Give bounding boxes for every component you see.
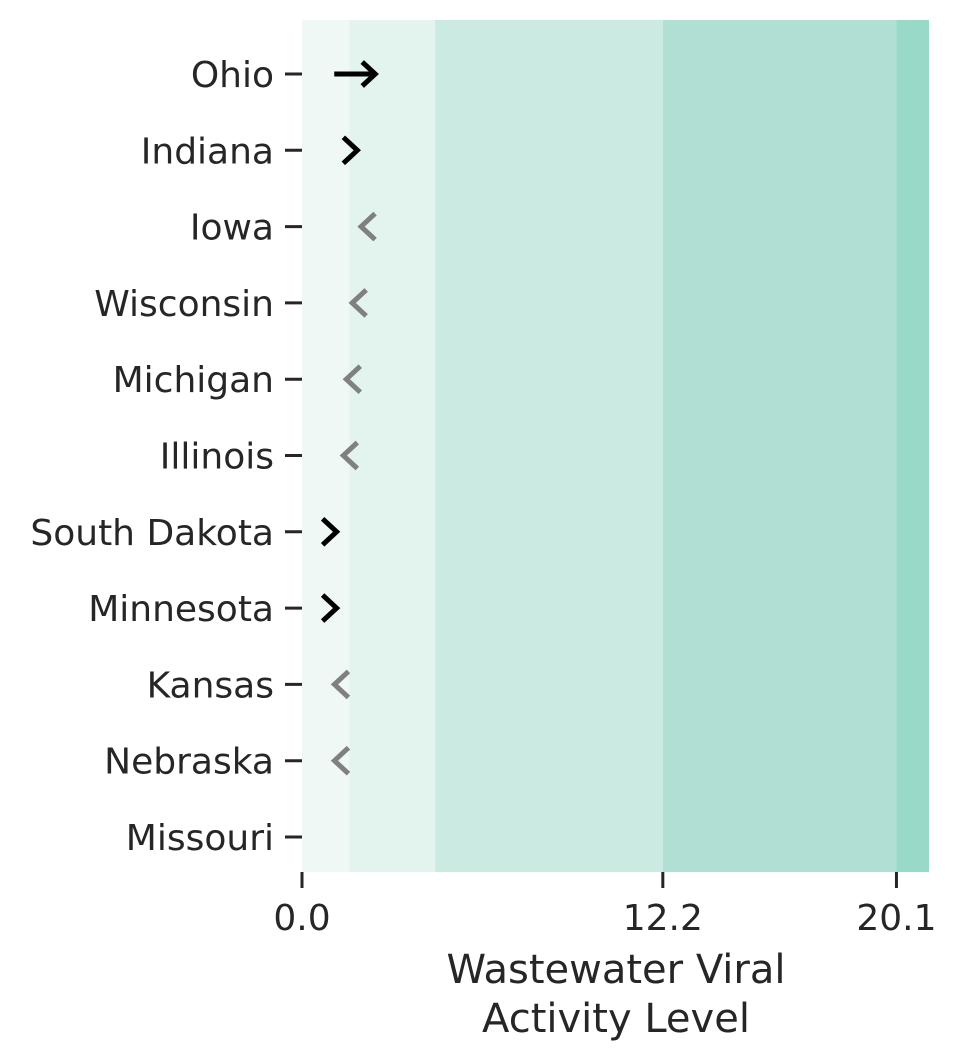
arrow-shape	[348, 288, 368, 318]
trend-arrows	[320, 60, 379, 776]
state-label: South Dakota	[30, 513, 274, 554]
band-high	[662, 20, 897, 872]
state-label: Minnesota	[88, 589, 274, 630]
trend-arrow-michigan	[342, 364, 362, 395]
x-axis-title-line-1: Wastewater Viral	[447, 947, 786, 993]
trend-arrow-iowa	[357, 211, 377, 242]
trend-arrow-indiana	[341, 135, 361, 166]
x-tick-label: 0.0	[273, 898, 330, 939]
trend-arrow-south-dakota	[320, 516, 341, 547]
arrow-shape	[334, 60, 379, 88]
arrow-shape	[320, 593, 341, 623]
trend-arrow-kansas	[330, 669, 351, 700]
arrow-shape	[320, 516, 341, 547]
band-moderate	[435, 20, 663, 872]
trend-arrow-ohio	[334, 60, 379, 88]
trend-arrow-wisconsin	[348, 288, 368, 318]
x-axis: 0.0 12.2 20.1	[273, 872, 937, 939]
state-label: Missouri	[126, 818, 274, 859]
state-label: Kansas	[147, 665, 274, 706]
state-label: Indiana	[141, 131, 274, 172]
band-very-high	[896, 20, 929, 872]
arrow-shape	[330, 669, 351, 700]
trend-arrow-illinois	[339, 440, 360, 471]
band-low	[349, 20, 436, 872]
state-label: Ohio	[191, 55, 274, 96]
arrow-shape	[341, 135, 361, 166]
state-label: Michigan	[113, 360, 274, 401]
x-tick-label: 20.1	[856, 898, 936, 939]
trend-arrow-nebraska	[330, 745, 351, 776]
arrow-shape	[339, 440, 360, 471]
activity-level-bands	[302, 20, 929, 872]
trend-arrow-minnesota	[320, 593, 341, 623]
state-axis: Ohio Indiana Iowa Wisconsin Michigan Illinois…	[30, 55, 302, 859]
state-label: Iowa	[190, 208, 274, 249]
x-axis-title-line-2: Activity Level	[482, 996, 750, 1042]
band-very-low	[302, 20, 350, 872]
x-tick-label: 12.2	[623, 898, 703, 939]
arrow-shape	[342, 364, 362, 395]
state-label: Illinois	[160, 437, 274, 478]
arrow-shape	[330, 745, 351, 776]
state-label: Wisconsin	[94, 284, 274, 325]
arrow-shape	[357, 211, 377, 242]
state-label: Nebraska	[104, 742, 274, 783]
